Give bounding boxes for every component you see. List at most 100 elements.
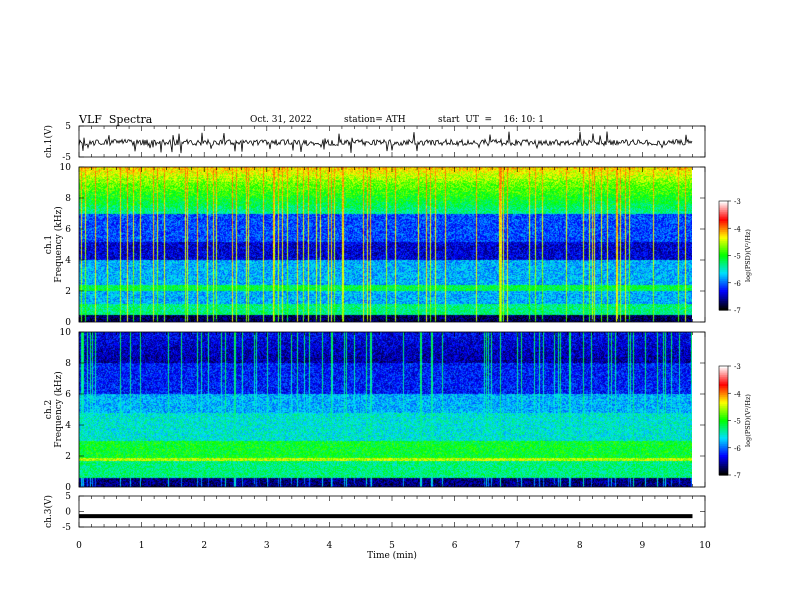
colorbar-cell bbox=[719, 235, 728, 238]
colorbar-cell bbox=[719, 251, 728, 255]
ch2_spectrogram-blank bbox=[692, 332, 705, 487]
colorbar-cell bbox=[719, 438, 728, 442]
colorbar-cell bbox=[719, 280, 728, 284]
ytick-label: 8 bbox=[65, 194, 71, 204]
colorbar-cell bbox=[719, 371, 728, 374]
colorbar-cell bbox=[719, 215, 728, 218]
colorbar-cell bbox=[719, 206, 728, 209]
colorbar-cell bbox=[719, 271, 728, 275]
colorbar-cell bbox=[719, 393, 728, 396]
colorbar-cell bbox=[719, 389, 728, 393]
ytick-label: 10 bbox=[60, 163, 72, 173]
colorbar-cell bbox=[719, 219, 728, 222]
colorbar-cell bbox=[719, 210, 728, 213]
colorbar-cell bbox=[719, 451, 728, 454]
ch1-waveform-line bbox=[78, 131, 693, 154]
ytick-label: 0 bbox=[65, 483, 71, 493]
colorbar-cell bbox=[719, 396, 728, 400]
colorbar-cell bbox=[719, 473, 728, 476]
colorbar-cell bbox=[719, 246, 728, 249]
colorbar-cell bbox=[719, 416, 728, 420]
colorbar-cell bbox=[719, 217, 728, 220]
colorbar-cell bbox=[719, 284, 728, 287]
colorbar-cell bbox=[719, 302, 728, 306]
colorbar-cell bbox=[719, 224, 728, 228]
colorbar-cell bbox=[719, 244, 728, 248]
colorbar-cell bbox=[719, 431, 728, 434]
colorbar-cell bbox=[719, 297, 728, 300]
colorbar-cell bbox=[719, 279, 728, 282]
colorbar-cell bbox=[719, 387, 728, 391]
colorbar-cell bbox=[719, 375, 728, 378]
colorbar-cell bbox=[719, 366, 728, 369]
colorbar-tick-label: -5 bbox=[734, 418, 741, 426]
xtick-label: 10 bbox=[699, 541, 711, 551]
colorbar-cell bbox=[719, 376, 728, 380]
colorbar-cell bbox=[719, 425, 728, 429]
colorbar-cell bbox=[719, 260, 728, 264]
ytick-label: 2 bbox=[65, 287, 71, 297]
colorbar-cell bbox=[719, 300, 728, 304]
colorbar-2-label: log(PSD)(V²/Hz) bbox=[744, 394, 752, 447]
colorbar-cell bbox=[719, 268, 728, 271]
colorbar-cell bbox=[719, 402, 728, 405]
xtick-label: 0 bbox=[76, 541, 82, 551]
colorbar-cell bbox=[719, 248, 728, 251]
colorbar-cell bbox=[719, 299, 728, 302]
colorbar-cell bbox=[719, 257, 728, 260]
xtick-label: 8 bbox=[577, 541, 583, 551]
colorbar-cell bbox=[719, 222, 728, 226]
ytick-label: 6 bbox=[65, 225, 71, 235]
colorbar-cell bbox=[719, 208, 728, 211]
colorbar-cell bbox=[719, 413, 728, 416]
colorbar-cell bbox=[719, 471, 728, 474]
xtick-label: 9 bbox=[640, 541, 646, 551]
xtick-label: 7 bbox=[514, 541, 520, 551]
colorbar-cell bbox=[719, 442, 728, 445]
colorbar-cell bbox=[719, 204, 728, 208]
colorbar-cell bbox=[719, 304, 728, 307]
colorbar-cell bbox=[719, 239, 728, 242]
xtick-label: 6 bbox=[452, 541, 458, 551]
colorbar-cell bbox=[719, 455, 728, 458]
axes-layer bbox=[78, 125, 731, 528]
colorbar-cell bbox=[719, 202, 728, 206]
ch1_spectrogram-ylabel: ch.1 bbox=[44, 235, 54, 254]
colorbar-cell bbox=[719, 213, 728, 217]
colorbar-cell bbox=[719, 201, 728, 204]
colorbar-cell bbox=[719, 449, 728, 452]
colorbar-cell bbox=[719, 291, 728, 295]
colorbar-cell bbox=[719, 382, 728, 385]
colorbar-cell bbox=[719, 436, 728, 440]
colorbar-cell bbox=[719, 282, 728, 286]
colorbar-cell bbox=[719, 427, 728, 431]
colorbar-cell bbox=[719, 308, 728, 311]
ytick-label: 0 bbox=[65, 318, 71, 328]
colorbar-cell bbox=[719, 418, 728, 422]
colorbar-tick-label: -7 bbox=[734, 472, 741, 480]
colorbar-cell bbox=[719, 293, 728, 297]
colorbar-cell bbox=[719, 400, 728, 403]
colorbar-cell bbox=[719, 453, 728, 456]
colorbar-cell bbox=[719, 395, 728, 398]
colorbar-cell bbox=[719, 424, 728, 427]
colorbar-cell bbox=[719, 277, 728, 280]
colorbar-cell bbox=[719, 220, 728, 224]
ytick-label: -5 bbox=[62, 153, 71, 163]
colorbar-cell bbox=[719, 404, 728, 407]
colorbar-cell bbox=[719, 275, 728, 278]
colorbar-tick-label: -4 bbox=[734, 225, 741, 233]
xtick-label: 2 bbox=[201, 541, 207, 551]
colorbar-tick-label: -6 bbox=[734, 445, 741, 453]
figure-title: VLF Spectra bbox=[79, 113, 153, 126]
ytick-label: 8 bbox=[65, 359, 71, 369]
colorbar-cell bbox=[719, 384, 728, 387]
start-ut-label: start UT = 16: 10: 1 bbox=[438, 115, 544, 125]
xtick-label: 1 bbox=[139, 541, 145, 551]
ytick-label: 10 bbox=[60, 328, 72, 338]
colorbar-cell bbox=[719, 469, 728, 472]
colorbar-cell bbox=[719, 230, 728, 233]
colorbar-1-label: log(PSD)(V²/Hz) bbox=[744, 229, 752, 282]
colorbar-cell bbox=[719, 259, 728, 262]
colorbar-cell bbox=[719, 407, 728, 411]
